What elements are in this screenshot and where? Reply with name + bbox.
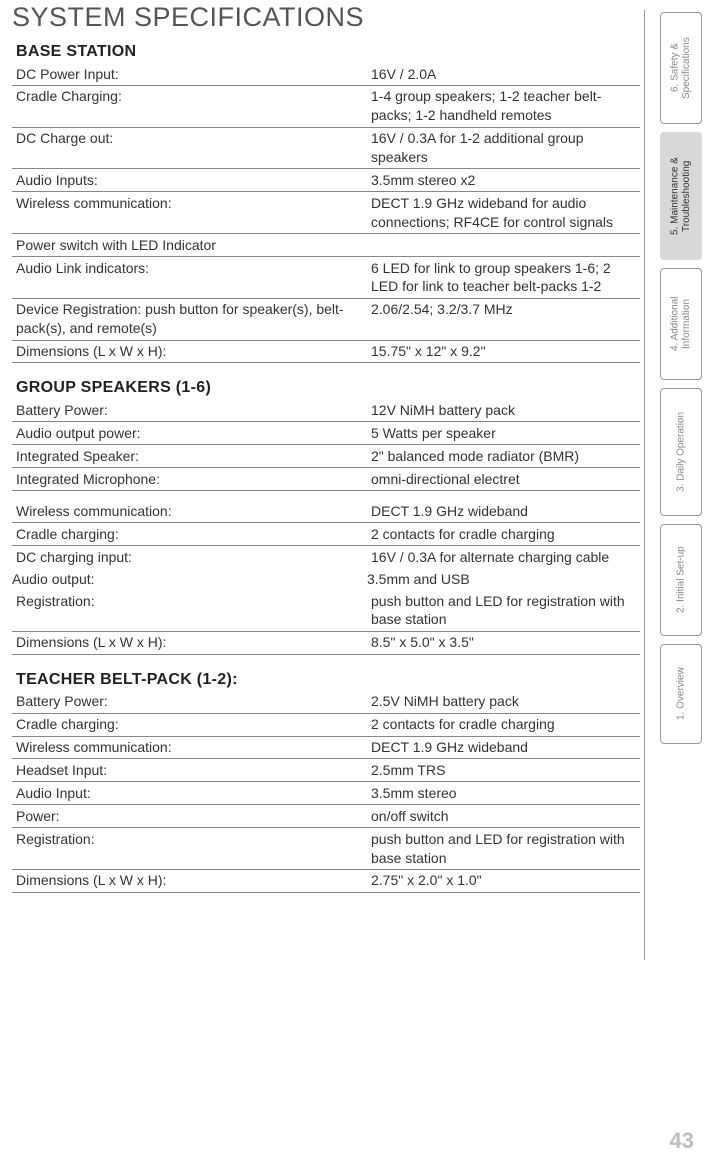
table-row: Wireless communication:DECT 1.9 GHz wide… (12, 192, 640, 234)
side-tab[interactable]: 4. Additional Information (660, 268, 702, 380)
spec-label: DC Charge out: (12, 127, 367, 169)
page-content: SYSTEM SPECIFICATIONS BASE STATION DC Pow… (0, 2, 640, 893)
table-row: Audio output power:5 Watts per speaker (12, 422, 640, 445)
spec-value: push button and LED for registration wit… (367, 590, 640, 631)
side-tab[interactable]: 3. Daily Operation (660, 388, 702, 516)
table-row: Power:on/off switch (12, 805, 640, 828)
table-row: Registration:push button and LED for reg… (12, 828, 640, 870)
spec-table: DC Power Input:16V / 2.0ACradle Charging… (12, 63, 640, 363)
section-header: TEACHER BELT-PACK (1-2): (16, 671, 640, 689)
spec-value: 2" balanced mode radiator (BMR) (367, 445, 640, 468)
table-row: Cradle charging:2 contacts for cradle ch… (12, 523, 640, 546)
table-row: Headset Input:2.5mm TRS (12, 759, 640, 782)
spec-label: Audio Input: (12, 782, 367, 805)
table-row: Cradle Charging:1-4 group speakers; 1-2 … (12, 85, 640, 127)
side-tab[interactable]: 6. Safety & Specifications (660, 12, 702, 124)
spec-label: Cradle charging: (12, 713, 367, 736)
table-row: Integrated Microphone:omni-directional e… (12, 468, 640, 491)
spec-value: DECT 1.9 GHz wideband (367, 501, 640, 523)
spec-value: DECT 1.9 GHz wideband for audio connecti… (367, 192, 640, 234)
table-row: Battery Power:2.5V NiMH battery pack (12, 691, 640, 713)
page-number: 43 (670, 1128, 694, 1154)
section-header: BASE STATION (16, 43, 640, 61)
spec-label: Battery Power: (12, 399, 367, 421)
spec-label: Wireless communication: (12, 501, 367, 523)
table-row: Wireless communication:DECT 1.9 GHz wide… (12, 736, 640, 759)
section-header: GROUP SPEAKERS (1-6) (16, 379, 640, 397)
table-row: Device Registration: push button for spe… (12, 298, 640, 340)
spec-label: Battery Power: (12, 691, 367, 713)
spec-value: 16V / 0.3A for alternate charging cable (367, 546, 640, 568)
table-row: Battery Power:12V NiMH battery pack (12, 399, 640, 421)
spec-value (367, 234, 640, 257)
table-row: DC Power Input:16V / 2.0A (12, 63, 640, 85)
spec-label: Power: (12, 805, 367, 828)
spec-value: omni-directional electret (367, 468, 640, 491)
spec-value: DECT 1.9 GHz wideband (367, 736, 640, 759)
side-tabs: 6. Safety & Specifications 5. Maintenance… (660, 12, 702, 744)
spec-value: 1-4 group speakers; 1-2 teacher belt-pac… (367, 85, 640, 127)
spec-label: Audio Link indicators: (12, 257, 367, 299)
spec-value: 6 LED for link to group speakers 1-6; 2 … (367, 257, 640, 299)
side-tab[interactable]: 2. Initial Set-up (660, 524, 702, 636)
gap-row (12, 491, 640, 501)
spec-value: on/off switch (367, 805, 640, 828)
spec-value: 12V NiMH battery pack (367, 399, 640, 421)
spec-value: 3.5mm stereo x2 (367, 169, 640, 192)
vertical-divider (644, 10, 645, 960)
spec-label: Dimensions (L x W x H): (12, 631, 367, 654)
spec-table: Battery Power:2.5V NiMH battery packCrad… (12, 691, 640, 893)
table-row: Power switch with LED Indicator (12, 234, 640, 257)
spec-label: Device Registration: push button for spe… (12, 298, 367, 340)
table-row: Integrated Speaker:2" balanced mode radi… (12, 445, 640, 468)
spec-label: Registration: (12, 828, 367, 870)
spec-value: 2.5mm TRS (367, 759, 640, 782)
table-row: Audio Link indicators:6 LED for link to … (12, 257, 640, 299)
spec-value: 8.5" x 5.0" x 3.5" (367, 631, 640, 654)
spec-label: Integrated Speaker: (12, 445, 367, 468)
spec-value: 3.5mm and USB (367, 568, 640, 590)
spec-label: DC Power Input: (12, 63, 367, 85)
spec-label: Cradle Charging: (12, 85, 367, 127)
spec-value: 16V / 0.3A for 1-2 additional group spea… (367, 127, 640, 169)
spec-value: 2.06/2.54; 3.2/3.7 MHz (367, 298, 640, 340)
table-row: Audio Input:3.5mm stereo (12, 782, 640, 805)
spec-label: Wireless communication: (12, 736, 367, 759)
page-title: SYSTEM SPECIFICATIONS (12, 2, 640, 33)
spec-label: Dimensions (L x W x H): (12, 869, 367, 892)
spec-value: 3.5mm stereo (367, 782, 640, 805)
spec-value: 15.75" x 12" x 9.2" (367, 340, 640, 363)
table-row: Dimensions (L x W x H):8.5" x 5.0" x 3.5… (12, 631, 640, 654)
table-row: Audio Inputs:3.5mm stereo x2 (12, 169, 640, 192)
spec-label: Integrated Microphone: (12, 468, 367, 491)
spec-value: 2 contacts for cradle charging (367, 713, 640, 736)
table-row: Dimensions (L x W x H):2.75" x 2.0" x 1.… (12, 869, 640, 892)
spec-label: DC charging input: (12, 546, 367, 568)
table-row: DC Charge out:16V / 0.3A for 1-2 additio… (12, 127, 640, 169)
spec-value: 2.5V NiMH battery pack (367, 691, 640, 713)
table-row: DC charging input:16V / 0.3A for alterna… (12, 546, 640, 568)
spec-label: Registration: (12, 590, 367, 631)
table-row: Cradle charging:2 contacts for cradle ch… (12, 713, 640, 736)
spec-label: Audio output: (12, 568, 367, 590)
spec-value: push button and LED for registration wit… (367, 828, 640, 870)
spec-label: Cradle charging: (12, 523, 367, 546)
table-row: Registration:push button and LED for reg… (12, 590, 640, 631)
spec-value: 5 Watts per speaker (367, 422, 640, 445)
spec-label: Audio Inputs: (12, 169, 367, 192)
spec-label: Headset Input: (12, 759, 367, 782)
spec-value: 16V / 2.0A (367, 63, 640, 85)
spec-value: 2 contacts for cradle charging (367, 523, 640, 546)
side-tab[interactable]: 1. Overview (660, 644, 702, 744)
side-tab[interactable]: 5. Maintenance & Troubleshooting (660, 132, 702, 260)
spec-label: Audio output power: (12, 422, 367, 445)
spec-table: Battery Power:12V NiMH battery packAudio… (12, 399, 640, 654)
spec-label: Power switch with LED Indicator (12, 234, 367, 257)
table-row: Audio output:3.5mm and USB (12, 568, 640, 590)
table-row: Wireless communication:DECT 1.9 GHz wide… (12, 501, 640, 523)
spec-value: 2.75" x 2.0" x 1.0" (367, 869, 640, 892)
table-row: Dimensions (L x W x H):15.75" x 12" x 9.… (12, 340, 640, 363)
spec-label: Dimensions (L x W x H): (12, 340, 367, 363)
spec-label: Wireless communication: (12, 192, 367, 234)
